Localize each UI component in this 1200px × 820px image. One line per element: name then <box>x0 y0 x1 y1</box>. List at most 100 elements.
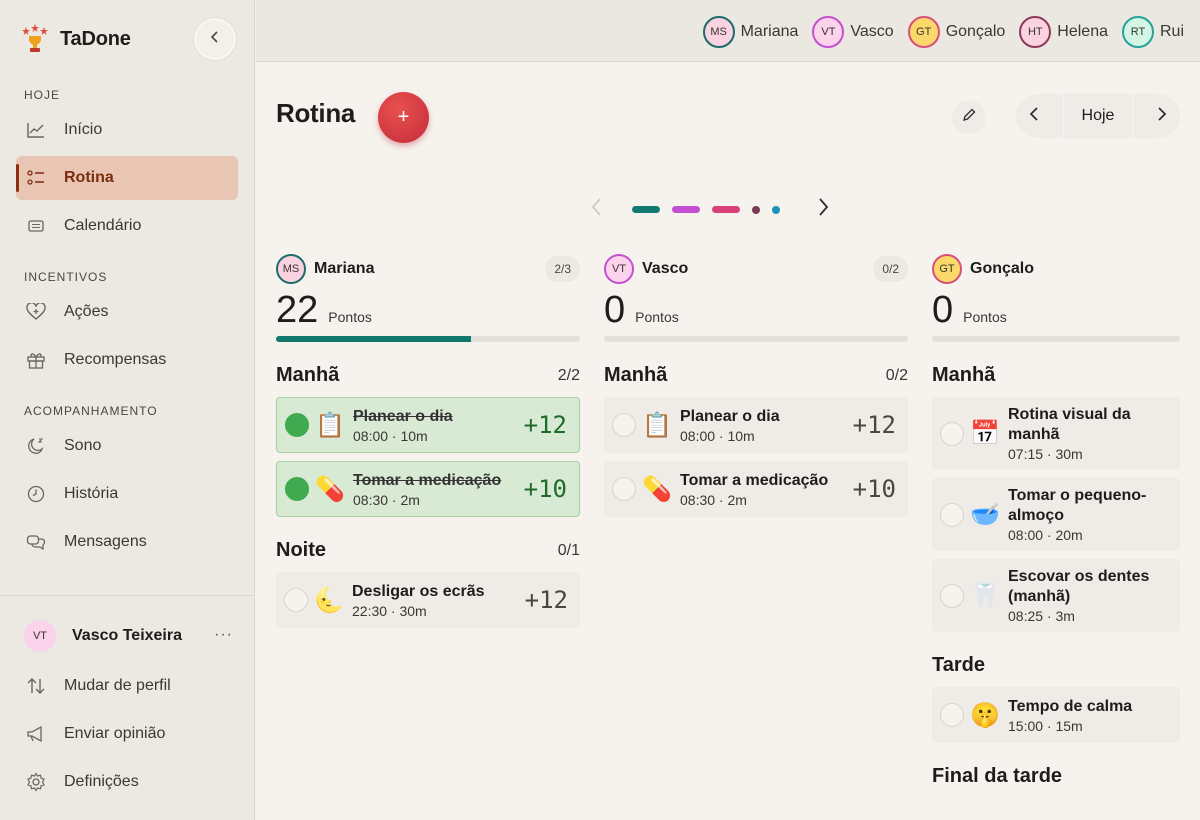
task-checkbox[interactable] <box>940 583 964 608</box>
previous-day-button[interactable] <box>1028 106 1042 127</box>
task-card[interactable]: 📅 Rotina visual da manhã 07:15 · 30m <box>932 397 1180 470</box>
pager-dot[interactable] <box>672 206 700 213</box>
task-card[interactable]: 🤫 Tempo de calma 15:00 · 15m <box>932 687 1180 743</box>
app-name: TaDone <box>60 27 131 50</box>
points-progress-bar <box>932 336 1180 342</box>
collapse-sidebar-button[interactable] <box>194 18 236 60</box>
routine-section-header: Final da tarde <box>932 765 1180 788</box>
routine-section-header: Manhã <box>932 364 1180 387</box>
sidebar-item-label: Mensagens <box>64 533 147 550</box>
section-label-today: HOJE <box>24 88 61 102</box>
sidebar-item-recompensas[interactable]: Recompensas <box>16 338 238 382</box>
pager-dot[interactable] <box>772 205 780 214</box>
profile-more-icon[interactable]: ··· <box>214 626 233 643</box>
task-title: Tomar a medicação <box>680 471 829 489</box>
sidebar-item-mensagens[interactable]: Mensagens <box>16 520 238 564</box>
points-summary: 0 Pontos <box>604 290 908 330</box>
task-card[interactable]: 📋 Planear o dia 08:00 · 10m +12 <box>604 397 908 453</box>
page-title: Rotina <box>276 98 356 128</box>
add-routine-button[interactable]: + <box>378 92 429 143</box>
avatar: VT <box>24 620 56 652</box>
edit-button[interactable] <box>952 100 986 134</box>
chat-icon <box>26 532 46 552</box>
task-points: +12 <box>852 411 896 439</box>
task-time: 22:30 · 30m <box>352 602 427 619</box>
task-text: Tomar o pequeno-almoço 08:00 · 20m <box>1008 486 1168 543</box>
task-emoji-icon: 💊 <box>642 475 672 503</box>
date-navigator: Hoje <box>1016 94 1180 138</box>
task-text: Desligar os ecrãs 22:30 · 30m <box>352 582 519 619</box>
top-user-mariana[interactable]: MS Mariana <box>702 16 798 48</box>
switch-profile-button[interactable]: Mudar de perfil <box>16 664 238 708</box>
trophy-logo-icon <box>22 24 48 54</box>
task-checkbox[interactable] <box>940 421 964 446</box>
task-checkbox[interactable] <box>940 502 964 527</box>
task-title: Tomar a medicação <box>353 471 502 489</box>
task-time: 08:30 · 2m <box>353 491 420 508</box>
pager-dot[interactable] <box>712 206 740 213</box>
top-user-vasco[interactable]: VT Vasco <box>812 16 894 48</box>
section-count: 0/1 <box>557 541 580 559</box>
section-name: Tarde <box>932 654 985 676</box>
sidebar-item-acoes[interactable]: Ações <box>16 290 238 334</box>
task-emoji-icon: 🦷 <box>970 582 1000 609</box>
task-checkbox[interactable] <box>285 413 309 437</box>
task-text: Tempo de calma 15:00 · 15m <box>1008 697 1168 734</box>
pager-dot[interactable] <box>632 206 660 213</box>
next-day-button[interactable] <box>1154 106 1168 127</box>
section-name: Manhã <box>276 364 340 386</box>
sidebar-item-label: História <box>64 485 119 502</box>
sidebar-item-sono[interactable]: Sono <box>16 424 238 468</box>
section-name: Manhã <box>604 364 668 386</box>
current-profile[interactable]: VT Vasco Teixeira <box>24 620 182 652</box>
section-label-incentives: INCENTIVOS <box>24 270 108 284</box>
sidebar-item-inicio[interactable]: Início <box>16 108 238 152</box>
pager-prev-button[interactable] <box>590 196 604 223</box>
brand[interactable]: TaDone <box>22 24 131 54</box>
task-time: 15:00 · 15m <box>1008 717 1083 734</box>
sidebar-item-historia[interactable]: História <box>16 472 238 516</box>
task-card[interactable]: 💊 Tomar a medicação 08:30 · 2m +10 <box>276 461 580 517</box>
top-user-rui[interactable]: RT Rui <box>1121 16 1184 48</box>
task-card[interactable]: 💊 Tomar a medicação 08:30 · 2m +10 <box>604 461 908 517</box>
task-title: Tempo de calma <box>1008 697 1133 715</box>
send-feedback-button[interactable]: Enviar opinião <box>16 712 238 756</box>
task-checkbox[interactable] <box>612 413 636 437</box>
member-name: Vasco <box>642 260 689 277</box>
task-title: Rotina visual da manhã <box>1008 406 1131 443</box>
settings-button[interactable]: Definições <box>16 760 238 804</box>
points-label: Pontos <box>635 309 679 325</box>
pencil-icon <box>961 107 977 128</box>
task-checkbox[interactable] <box>612 477 636 501</box>
task-card[interactable]: 🥣 Tomar o pequeno-almoço 08:00 · 20m <box>932 478 1180 551</box>
task-time: 08:00 · 20m <box>1008 527 1083 543</box>
task-emoji-icon: 📋 <box>642 411 672 439</box>
column-header: GT Gonçalo <box>932 254 1180 284</box>
pager-next-button[interactable] <box>816 196 830 223</box>
sidebar-item-label: Início <box>64 121 103 138</box>
sidebar-item-rotina[interactable]: Rotina <box>16 156 238 200</box>
clock-icon <box>26 484 46 504</box>
today-button[interactable]: Hoje <box>1062 94 1134 138</box>
task-text: Tomar a medicação 08:30 · 2m <box>680 471 847 508</box>
task-checkbox[interactable] <box>940 703 964 727</box>
task-card[interactable]: 🌜 Desligar os ecrãs 22:30 · 30m +12 <box>276 572 580 628</box>
top-user-gonçalo[interactable]: GT Gonçalo <box>907 16 1006 48</box>
member-name: Gonçalo <box>970 260 1035 277</box>
top-user-helena[interactable]: HT Helena <box>1019 16 1108 48</box>
routine-section-header: Manhã 0/2 <box>604 364 908 387</box>
task-card[interactable]: 🦷 Escovar os dentes (manhã) 08:25 · 3m <box>932 559 1180 632</box>
member-column-gonçalo: GT Gonçalo 0 Pontos Manhã 📅 Rotina visual da m… <box>932 254 1180 798</box>
sidebar-item-calendario[interactable]: Calendário <box>16 204 238 248</box>
task-checkbox[interactable] <box>285 477 309 501</box>
task-checkbox[interactable] <box>284 588 308 612</box>
member-column-vasco: VT Vasco 0/2 0 Pontos Manhã 0/2 📋 Planear o dia 0… <box>604 254 908 525</box>
top-user-name: Helena <box>1057 23 1108 40</box>
task-text: Tomar a medicação 08:30 · 2m <box>353 471 518 508</box>
pager-dot[interactable] <box>752 205 760 214</box>
task-card[interactable]: 📋 Planear o dia 08:00 · 10m +12 <box>276 397 580 453</box>
footer-item-label: Definições <box>64 773 139 790</box>
task-emoji-icon: 📅 <box>970 420 1000 447</box>
top-user-name: Gonçalo <box>945 23 1006 40</box>
section-name: Manhã <box>932 364 996 386</box>
